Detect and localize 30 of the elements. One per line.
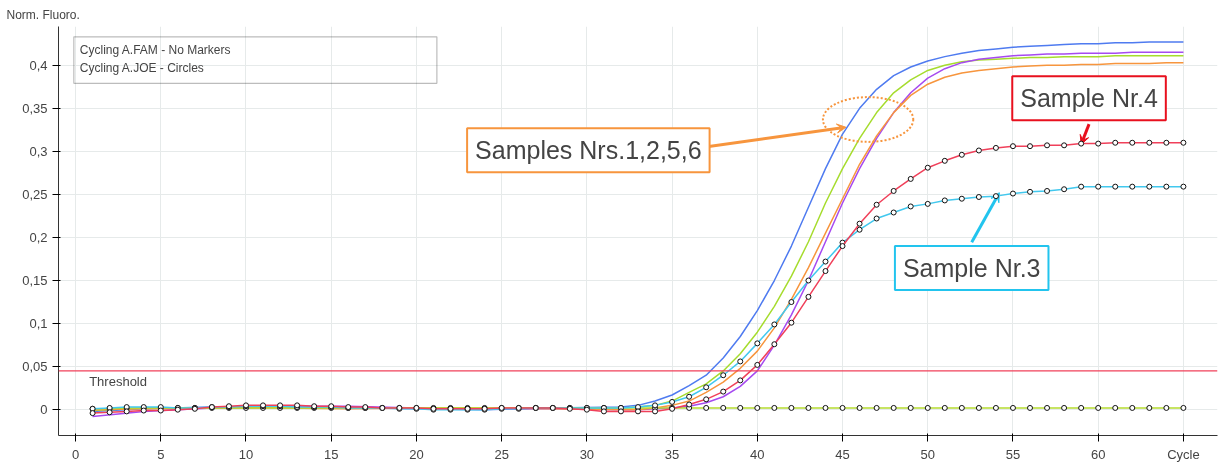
x-tick-label: Cycle bbox=[1167, 446, 1200, 462]
annotation: Samples Nrs.1,2,5,6 bbox=[475, 136, 702, 165]
x-tick-label: 5 bbox=[157, 446, 165, 462]
x-tick-label: 50 bbox=[920, 446, 935, 462]
y-tick-label: 0,2 bbox=[29, 229, 48, 245]
y-tick-label: 0,3 bbox=[29, 143, 48, 159]
ref-line-label: Threshold bbox=[89, 373, 147, 389]
y-axis-title: Norm. Fluoro. bbox=[6, 7, 80, 22]
x-tick-label: 55 bbox=[1005, 446, 1021, 462]
annotation: Sample Nr.4 bbox=[1020, 84, 1158, 113]
annotation: Cycling A.JOE - Circles bbox=[79, 60, 204, 75]
y-tick-label: 0,1 bbox=[29, 316, 48, 332]
y-tick-label: 0,25 bbox=[22, 186, 48, 202]
x-tick-label: 20 bbox=[409, 446, 424, 462]
y-tick-label: 0,35 bbox=[22, 100, 48, 116]
x-tick-label: 30 bbox=[579, 446, 595, 462]
x-tick-label: 35 bbox=[664, 446, 680, 462]
x-tick-label: 40 bbox=[750, 446, 765, 462]
x-tick-label: 60 bbox=[1090, 446, 1106, 462]
x-tick-label: 0 bbox=[71, 446, 80, 462]
y-tick-label: 0,4 bbox=[29, 57, 48, 73]
x-tick-label: 10 bbox=[238, 446, 254, 462]
annotation: Cycling A.FAM - No Markers bbox=[79, 42, 231, 57]
x-tick-label: 15 bbox=[323, 446, 339, 462]
x-tick-label: 25 bbox=[494, 446, 509, 462]
annotation: Sample Nr.3 bbox=[902, 253, 1041, 282]
y-tick-label: 0 bbox=[40, 402, 48, 418]
y-tick-label: 0,05 bbox=[22, 359, 48, 375]
y-tick-label: 0,15 bbox=[22, 273, 48, 289]
x-tick-label: 45 bbox=[835, 446, 850, 462]
